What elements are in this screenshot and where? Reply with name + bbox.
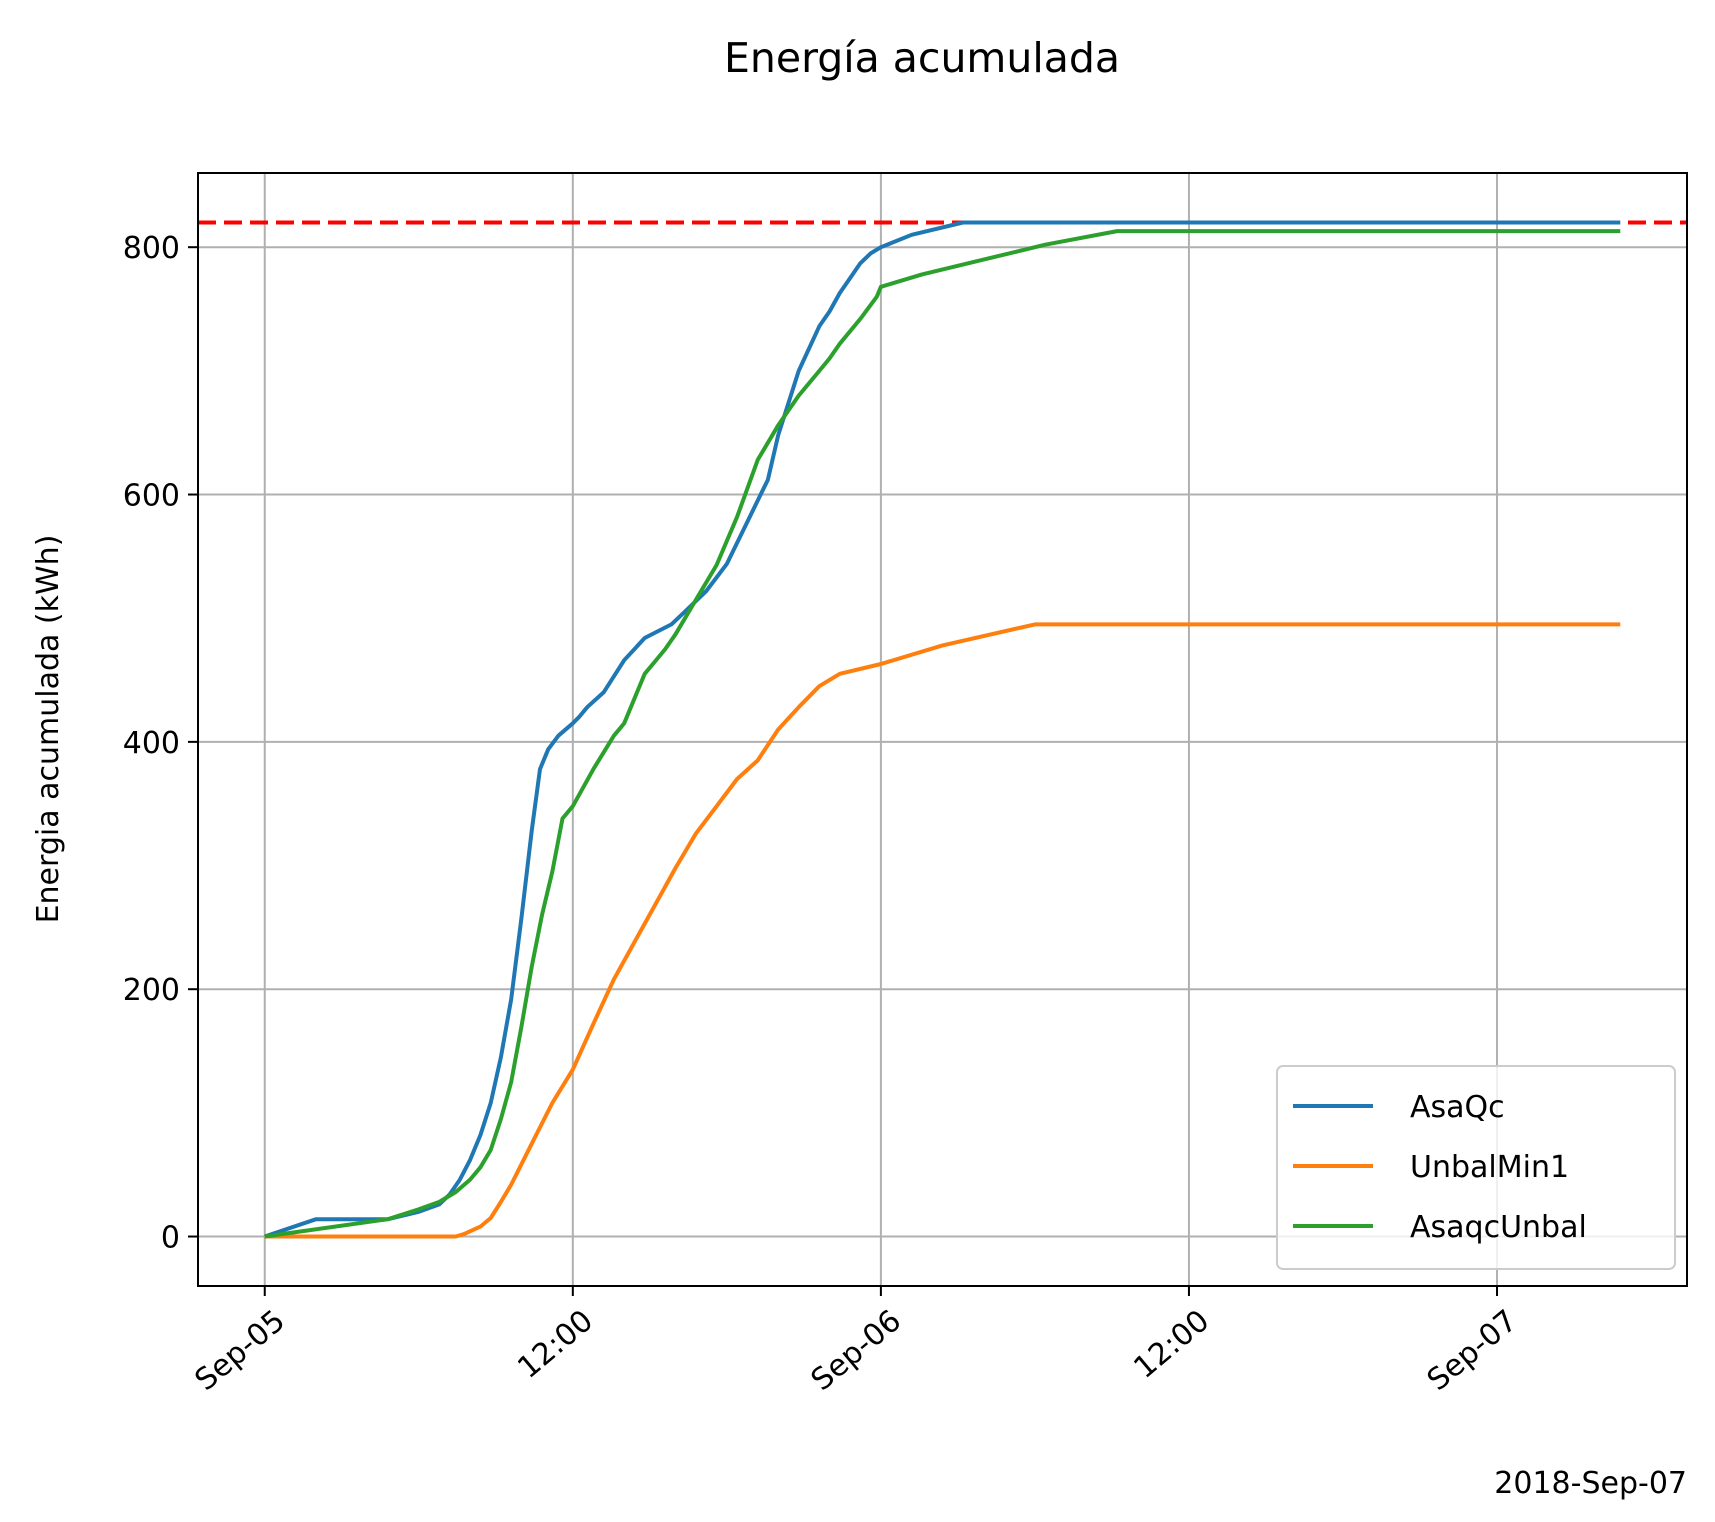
y-tick-label: 0 [161, 1221, 180, 1256]
y-tick-label: 400 [123, 726, 180, 761]
y-axis: 0 200 400 600 800 [123, 231, 198, 1256]
y-tick-label: 600 [123, 479, 180, 514]
x-tick-label: 12:00 [511, 1303, 600, 1385]
x-tick-label: Sep-07 [1421, 1303, 1524, 1398]
x-axis-offset-label: 2018-Sep-07 [1494, 1466, 1687, 1501]
y-tick-label: 800 [123, 231, 180, 266]
legend-label: UnbalMin1 [1410, 1150, 1569, 1185]
legend-box [1276, 1065, 1676, 1270]
legend: AsaQc UnbalMin1 AsaqcUnbal [1276, 1065, 1676, 1270]
x-tick-label: Sep-05 [189, 1303, 292, 1398]
series-layer [264, 220, 1621, 1239]
x-axis: Sep-05 12:00 Sep-06 12:00 Sep-07 [189, 1286, 1524, 1398]
legend-label: AsaQc [1410, 1090, 1505, 1125]
x-tick-label: 12:00 [1127, 1303, 1216, 1385]
series-line-asaqcunbal [264, 229, 1621, 1239]
plot-frame [197, 172, 1688, 1287]
x-tick-label: Sep-06 [805, 1303, 908, 1398]
chart-title: Energía acumulada [724, 34, 1120, 82]
series-line-unbalmin1 [264, 622, 1621, 1239]
legend-label: AsaqcUnbal [1410, 1210, 1587, 1245]
y-tick-label: 200 [123, 973, 180, 1008]
y-axis-label: Energia acumulada (kWh) [31, 535, 66, 924]
series-line-asaqc [264, 220, 1621, 1239]
